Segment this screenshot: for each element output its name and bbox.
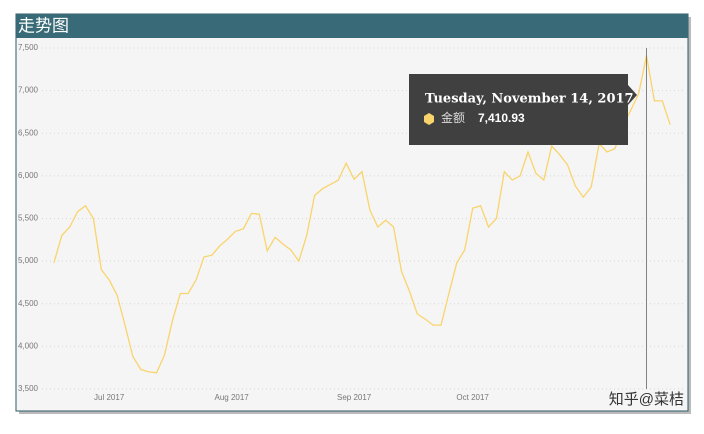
tooltip-bullet xyxy=(424,113,434,125)
y-tick-label: 5,500 xyxy=(18,214,39,223)
chart-title: 走势图 xyxy=(18,16,69,35)
y-tick-label: 6,000 xyxy=(18,171,39,180)
tooltip: Tuesday, November 14, 2017 金额 7,410.93 xyxy=(409,74,637,145)
line-series xyxy=(53,55,671,374)
tooltip-box xyxy=(409,74,628,145)
tooltip-title: Tuesday, November 14, 2017 xyxy=(425,92,634,107)
tooltip-value: 7,410.93 xyxy=(478,111,525,125)
frame xyxy=(15,13,689,412)
tooltip-series-name: 金额 xyxy=(441,110,465,125)
x-tick-label: Sep 2017 xyxy=(337,393,372,402)
y-tick-label: 7,500 xyxy=(18,43,39,52)
x-tick-label: Aug 2017 xyxy=(215,393,250,402)
x-tick-label: Jul 2017 xyxy=(94,393,125,402)
tooltip-arrow xyxy=(628,85,637,105)
y-tick-label: 7,000 xyxy=(18,86,39,95)
y-tick-label: 3,500 xyxy=(18,384,39,393)
y-tick-label: 5,000 xyxy=(18,256,39,265)
watermark: 知乎@菜桔 xyxy=(609,391,684,408)
title-bar xyxy=(16,14,688,38)
y-tick-label: 4,500 xyxy=(18,299,39,308)
x-tick-label: Oct 2017 xyxy=(456,393,489,402)
y-tick-label: 6,500 xyxy=(18,128,39,137)
y-tick-label: 4,000 xyxy=(18,341,39,350)
